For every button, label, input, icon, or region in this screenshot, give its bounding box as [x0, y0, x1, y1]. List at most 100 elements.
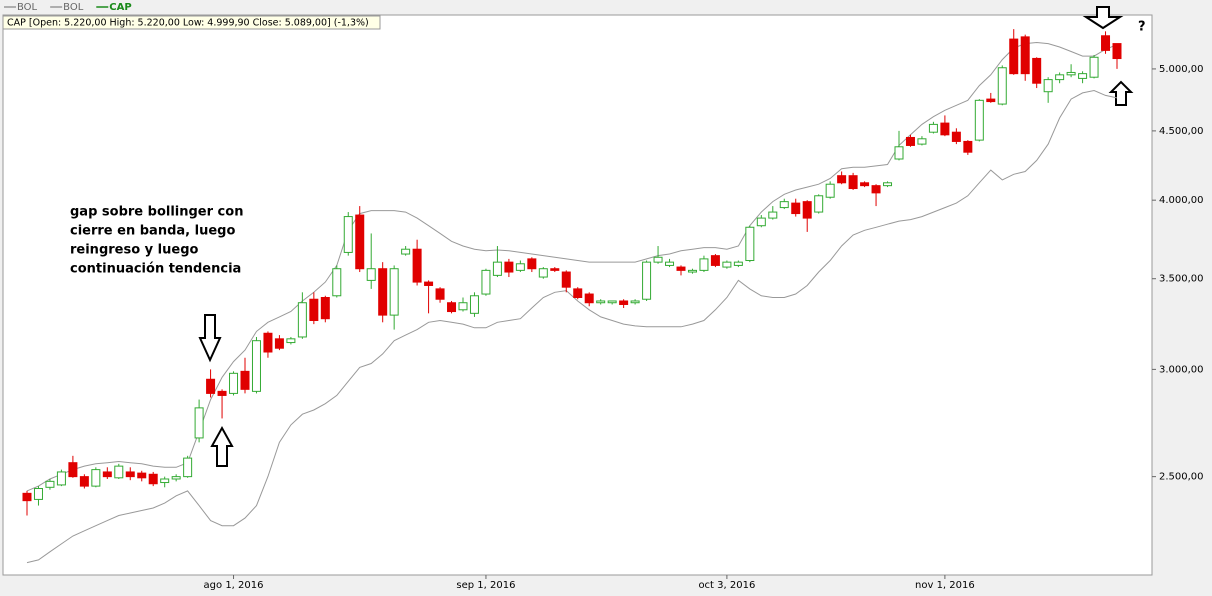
candle-body: [332, 268, 342, 297]
candle-body: [137, 472, 147, 479]
info-text: CAP [Open: 5.220,00 High: 5.220,00 Low: …: [7, 18, 369, 29]
candle-body: [515, 263, 525, 271]
candle-body: [642, 261, 652, 300]
candle-body: [745, 226, 755, 262]
candle-body: [630, 300, 640, 304]
y-tick-label: 4.000,00: [1159, 195, 1204, 206]
candle-body: [917, 138, 927, 145]
question-mark: ?: [1138, 20, 1146, 35]
candle-body: [79, 476, 89, 487]
y-tick-label: 3.000,00: [1159, 364, 1204, 375]
candle-body: [412, 248, 422, 283]
candle-body: [814, 195, 824, 213]
candle-body: [573, 288, 583, 298]
candle-body: [986, 98, 996, 103]
candle-body: [768, 211, 778, 219]
candle-body: [366, 268, 376, 281]
candle-body: [309, 298, 319, 322]
candle-body: [102, 471, 112, 478]
candle-body: [206, 378, 216, 394]
candle-body: [894, 146, 904, 160]
legend: BOL BOL CAP: [4, 2, 132, 13]
candle-body: [114, 465, 124, 479]
candle-body: [722, 261, 732, 268]
candle-body: [469, 295, 479, 314]
candle-body: [802, 201, 812, 219]
candle-body: [148, 473, 158, 485]
candle-body: [1078, 73, 1088, 79]
arrow-up: [210, 425, 234, 467]
legend-label: BOL: [17, 2, 38, 13]
candle-body: [940, 122, 950, 136]
candle-body: [343, 216, 353, 253]
candle-body: [401, 248, 411, 255]
candle-body: [447, 302, 457, 313]
candle-body: [837, 175, 847, 184]
annotation: reingreso y luego: [70, 243, 199, 258]
candle-body: [619, 300, 629, 305]
candle-body: [779, 201, 789, 209]
annotation: cierre en banda, luego: [70, 224, 235, 239]
candle-body: [1066, 71, 1076, 76]
y-tick-label: 4.500,00: [1159, 126, 1204, 137]
candle-body: [538, 268, 548, 278]
candle-body: [320, 296, 330, 320]
candle-body: [481, 269, 491, 295]
arrow-down: [198, 314, 222, 363]
candle-body: [596, 300, 606, 304]
candle-body: [653, 256, 663, 263]
candle-body: [561, 271, 571, 288]
candle-body: [905, 136, 915, 146]
arrows: [198, 6, 1134, 467]
x-tick-label: ago 1, 2016: [204, 580, 264, 591]
candle-body: [286, 338, 296, 344]
candle-body: [1112, 43, 1122, 60]
candle-body: [56, 471, 66, 486]
candle-body: [1020, 36, 1030, 75]
candle-body: [229, 372, 239, 394]
candle-body: [871, 185, 881, 194]
candle-body: [240, 370, 250, 390]
candle-body: [22, 492, 32, 502]
candle-body: [263, 332, 273, 353]
candle-body: [1055, 74, 1065, 81]
annotation: continuación tendencia: [70, 262, 241, 277]
candle-body: [458, 302, 468, 311]
candle-body: [791, 202, 801, 215]
candle-body: [160, 478, 170, 484]
candle-body: [687, 269, 697, 273]
legend-label: CAP: [109, 2, 131, 13]
candle-body: [251, 340, 261, 392]
candle-body: [274, 338, 284, 349]
candle-body: [550, 268, 560, 271]
candle-body: [733, 261, 743, 266]
candle-body: [974, 99, 984, 141]
candle-body: [1009, 38, 1019, 75]
candle-body: [527, 258, 537, 270]
candle-body: [756, 217, 766, 227]
candle-body: [676, 266, 686, 271]
candle-body: [825, 183, 835, 198]
candle-body: [699, 258, 709, 271]
candle-body: [492, 261, 502, 276]
x-tick-label: nov 1, 2016: [915, 580, 975, 591]
candle-body: [125, 471, 135, 478]
candle-body: [1101, 35, 1111, 51]
candle-body: [435, 288, 445, 300]
candle-body: [1032, 57, 1042, 84]
annotation: gap sobre bollinger con: [70, 205, 243, 220]
x-tick-label: oct 3, 2016: [698, 580, 755, 591]
candle-body: [389, 268, 399, 316]
candle-body: [963, 140, 973, 153]
candle-body: [860, 182, 870, 187]
candle-body: [997, 67, 1007, 105]
y-tick-label: 5.000,00: [1159, 64, 1204, 75]
candle-body: [183, 457, 193, 478]
candle-body: [504, 261, 514, 273]
candle-body: [951, 131, 961, 142]
candle-body: [91, 469, 101, 487]
arrow-down: [1082, 6, 1124, 30]
bollinger-band: [26, 89, 1118, 564]
candle-body: [68, 462, 78, 478]
